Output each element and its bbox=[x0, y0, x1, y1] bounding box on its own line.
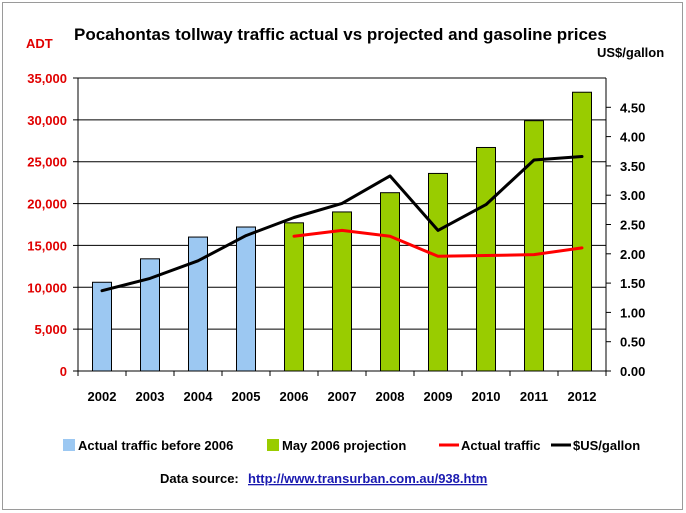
bar bbox=[572, 91, 592, 372]
left-axis-tick-label: 35,000 bbox=[27, 71, 67, 86]
right-axis-tick-label: 3.00 bbox=[620, 188, 645, 203]
x-axis-tick-label: 2011 bbox=[520, 389, 548, 404]
bar bbox=[428, 172, 448, 372]
right-axis-tick-label: 0.00 bbox=[620, 364, 645, 379]
left-axis-tick-label: 20,000 bbox=[27, 197, 67, 212]
bar bbox=[476, 146, 496, 372]
x-axis-tick-label: 2012 bbox=[568, 389, 597, 404]
right-axis-title: US$/gallon bbox=[597, 45, 664, 60]
source-link[interactable]: http://www.transurban.com.au/938.htm bbox=[248, 471, 487, 486]
bar bbox=[284, 222, 304, 372]
x-axis-tick-label: 2003 bbox=[136, 389, 165, 404]
gas-price-line bbox=[100, 155, 584, 293]
x-axis-tick-label: 2006 bbox=[280, 389, 309, 404]
right-axis-tick-label: 1.00 bbox=[620, 305, 645, 320]
right-axis-tick-label: 1.50 bbox=[620, 276, 645, 291]
left-axis-tick-label: 0 bbox=[60, 364, 67, 379]
left-axis-tick-label: 5,000 bbox=[34, 322, 67, 337]
bars bbox=[92, 91, 592, 372]
legend-label: May 2006 projection bbox=[282, 438, 406, 453]
bar bbox=[380, 192, 400, 372]
right-axis-tick-label: 2.50 bbox=[620, 218, 645, 233]
right-axis-tick-label: 3.50 bbox=[620, 159, 645, 174]
right-axis-tick-label: 4.50 bbox=[620, 100, 645, 115]
left-axis-tick-label: 15,000 bbox=[27, 238, 67, 253]
x-axis-tick-label: 2002 bbox=[88, 389, 117, 404]
chart-title: Pocahontas tollway traffic actual vs pro… bbox=[74, 25, 607, 44]
right-axis-tick-label: 4.00 bbox=[620, 130, 645, 145]
left-axis-tick-label: 25,000 bbox=[27, 155, 67, 170]
legend-swatch bbox=[63, 439, 75, 451]
x-axis-tick-label: 2007 bbox=[328, 389, 357, 404]
bar bbox=[92, 281, 112, 372]
gridlines bbox=[78, 77, 606, 330]
left-axis-tick-label: 30,000 bbox=[27, 113, 67, 128]
x-axis-tick-label: 2009 bbox=[424, 389, 453, 404]
lines bbox=[100, 155, 584, 293]
x-axis-tick-label: 2008 bbox=[376, 389, 405, 404]
legend-label: Actual traffic bbox=[461, 438, 540, 453]
legend-label: Actual traffic before 2006 bbox=[78, 438, 233, 453]
bar bbox=[332, 211, 352, 372]
legend-swatch bbox=[267, 439, 279, 451]
right-axis-tick-label: 0.50 bbox=[620, 335, 645, 350]
left-axis-title: ADT bbox=[26, 36, 53, 51]
axes: 0 5,000 10,000 15,000 20,000 25,000 30,000 35,0… bbox=[27, 71, 645, 404]
legend: Actual traffic before 2006 May 2006 proje… bbox=[63, 438, 640, 453]
x-axis-tick-label: 2005 bbox=[232, 389, 261, 404]
x-axis-tick-label: 2010 bbox=[472, 389, 501, 404]
bar bbox=[236, 226, 256, 372]
source-label: Data source: bbox=[160, 471, 239, 486]
x-axis-tick-label: 2004 bbox=[184, 389, 214, 404]
left-axis-tick-label: 10,000 bbox=[27, 280, 67, 295]
right-axis-tick-label: 2.00 bbox=[620, 247, 645, 262]
actual-traffic-line bbox=[292, 228, 584, 258]
legend-label: $US/gallon bbox=[573, 438, 640, 453]
